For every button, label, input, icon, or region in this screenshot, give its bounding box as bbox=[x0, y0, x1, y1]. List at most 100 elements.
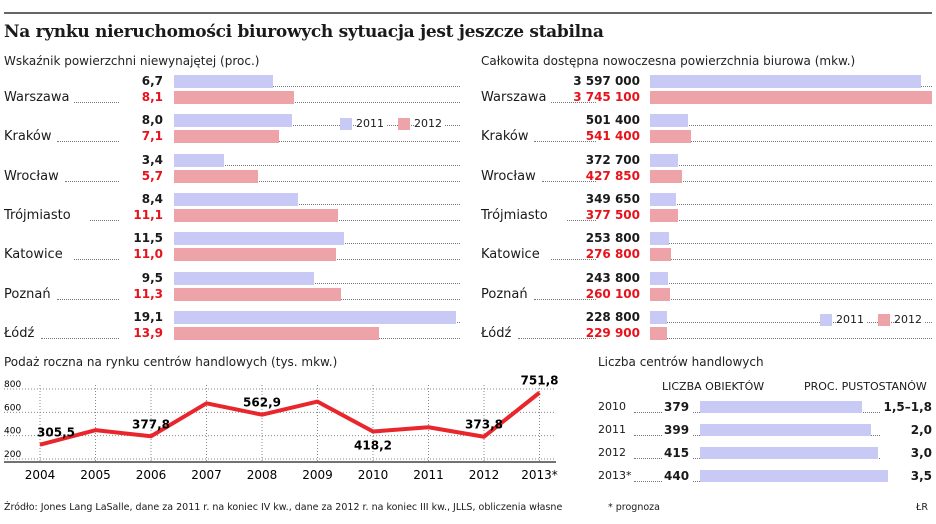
gridline bbox=[650, 164, 932, 166]
gridline bbox=[650, 180, 932, 182]
data-label: 373,8 bbox=[465, 418, 503, 432]
leader-line bbox=[634, 481, 662, 482]
city-label: Poznań bbox=[481, 286, 528, 302]
gridline bbox=[650, 282, 932, 284]
gridline bbox=[174, 164, 460, 166]
bar-2012 bbox=[174, 130, 279, 144]
x-tick-label: 2007 bbox=[191, 468, 222, 482]
gridline bbox=[650, 259, 932, 261]
bar-2011 bbox=[650, 310, 668, 324]
x-tick-label: 2013* bbox=[521, 468, 558, 482]
value-label-2012: 11,1 bbox=[133, 207, 163, 222]
leader-line bbox=[90, 219, 119, 221]
count-value: 379 bbox=[664, 400, 690, 414]
gridline bbox=[650, 321, 932, 323]
bar-2011 bbox=[650, 75, 921, 88]
city-label: Łódź bbox=[481, 325, 512, 341]
gridline bbox=[174, 86, 460, 87]
bar-2012 bbox=[174, 91, 294, 104]
supply-line bbox=[39, 391, 541, 447]
city-label: Wrocław bbox=[481, 168, 536, 184]
gridline bbox=[650, 243, 932, 245]
bar-2012 bbox=[174, 248, 337, 262]
bar-2011 bbox=[650, 271, 669, 285]
count-bar bbox=[700, 447, 878, 459]
y-tick-label: 600 bbox=[4, 403, 21, 413]
y-tick-label: 200 bbox=[4, 450, 21, 460]
gridline bbox=[650, 337, 932, 339]
leader-line bbox=[517, 337, 596, 339]
page-title: Na rynku nieruchomości biurowych sytuacj… bbox=[4, 22, 604, 42]
value-label-2012: 541 400 bbox=[585, 129, 640, 144]
bar-2012 bbox=[174, 326, 380, 340]
value-label-2011: 8,4 bbox=[141, 191, 163, 206]
vacancy-value: 2,0 bbox=[908, 423, 932, 437]
value-label-2011: 3,4 bbox=[141, 152, 163, 167]
value-label-2011: 9,5 bbox=[141, 270, 163, 285]
count-bar bbox=[700, 401, 863, 413]
value-label-2011: 19,1 bbox=[133, 309, 163, 324]
value-label-2012: 377 500 bbox=[585, 207, 640, 222]
bar-2012 bbox=[650, 208, 679, 222]
bar-2012 bbox=[650, 326, 668, 340]
supply-chart-title: Podaż roczna na rynku centrów handlowych… bbox=[4, 355, 338, 369]
leader-line bbox=[567, 219, 596, 221]
x-tick-label: 2005 bbox=[80, 468, 111, 482]
value-label-2011: 372 700 bbox=[585, 152, 640, 167]
bar-2011 bbox=[650, 192, 677, 206]
value-label-2011: 3 597 000 bbox=[573, 74, 640, 88]
bar-2012 bbox=[650, 248, 671, 262]
gridline bbox=[174, 203, 460, 205]
value-label-2012: 11,3 bbox=[133, 286, 163, 301]
city-label: Katowice bbox=[4, 247, 63, 263]
data-label: 377,8 bbox=[132, 417, 170, 431]
city-label: Łódź bbox=[4, 325, 35, 341]
leader-line bbox=[550, 102, 596, 103]
legend-swatch-2012 bbox=[878, 314, 890, 326]
leader-line bbox=[634, 458, 662, 459]
y-tick-label: 800 bbox=[4, 380, 21, 390]
legend-label-2012: 2012 bbox=[414, 117, 445, 130]
value-label-2011: 253 800 bbox=[585, 231, 640, 246]
bar-2011 bbox=[650, 153, 679, 167]
leader-line bbox=[65, 180, 119, 182]
value-label-2012: 8,1 bbox=[141, 90, 163, 104]
data-label: 562,9 bbox=[243, 396, 281, 410]
value-label-2012: 229 900 bbox=[585, 325, 640, 340]
x-tick-label: 2010 bbox=[358, 468, 389, 482]
leader-line bbox=[57, 141, 119, 143]
leader-line bbox=[534, 298, 596, 300]
value-label-2012: 5,7 bbox=[141, 168, 163, 183]
bar-2012 bbox=[174, 208, 338, 222]
city-label: Trójmiasto bbox=[481, 207, 548, 223]
x-tick-label: 2011 bbox=[413, 468, 444, 482]
bar-2011 bbox=[650, 232, 670, 246]
gridline bbox=[650, 203, 932, 205]
leader-line bbox=[634, 435, 662, 436]
data-label: 751,8 bbox=[521, 375, 559, 388]
legend-swatch-2011 bbox=[340, 118, 352, 130]
gridline bbox=[174, 282, 460, 284]
value-label-2012: 13,9 bbox=[133, 325, 163, 340]
city-label: Trójmiasto bbox=[4, 207, 71, 223]
x-tick-label: 2008 bbox=[247, 468, 278, 482]
bar-2011 bbox=[174, 114, 293, 128]
bar-2011 bbox=[174, 153, 225, 167]
bar-2011 bbox=[174, 232, 344, 246]
city-label: Kraków bbox=[481, 129, 529, 145]
bar-2012 bbox=[174, 287, 341, 301]
value-label-2012: 276 800 bbox=[585, 247, 640, 262]
count-value: 399 bbox=[664, 423, 690, 437]
office-space-chart-title: Całkowita dostępna nowoczesna powierzchn… bbox=[481, 54, 856, 68]
gridline bbox=[650, 298, 932, 300]
forecast-note: * prognoza bbox=[608, 502, 660, 513]
leader-line bbox=[542, 180, 596, 182]
leader-line bbox=[534, 141, 596, 143]
value-label-2011: 501 400 bbox=[585, 113, 640, 128]
count-value: 440 bbox=[664, 469, 690, 483]
bar-2011 bbox=[174, 75, 273, 88]
leader-line bbox=[73, 102, 119, 103]
column-header-vacancy: PROC. PUSTOSTANÓW bbox=[804, 380, 927, 393]
value-label-2012: 260 100 bbox=[585, 286, 640, 301]
